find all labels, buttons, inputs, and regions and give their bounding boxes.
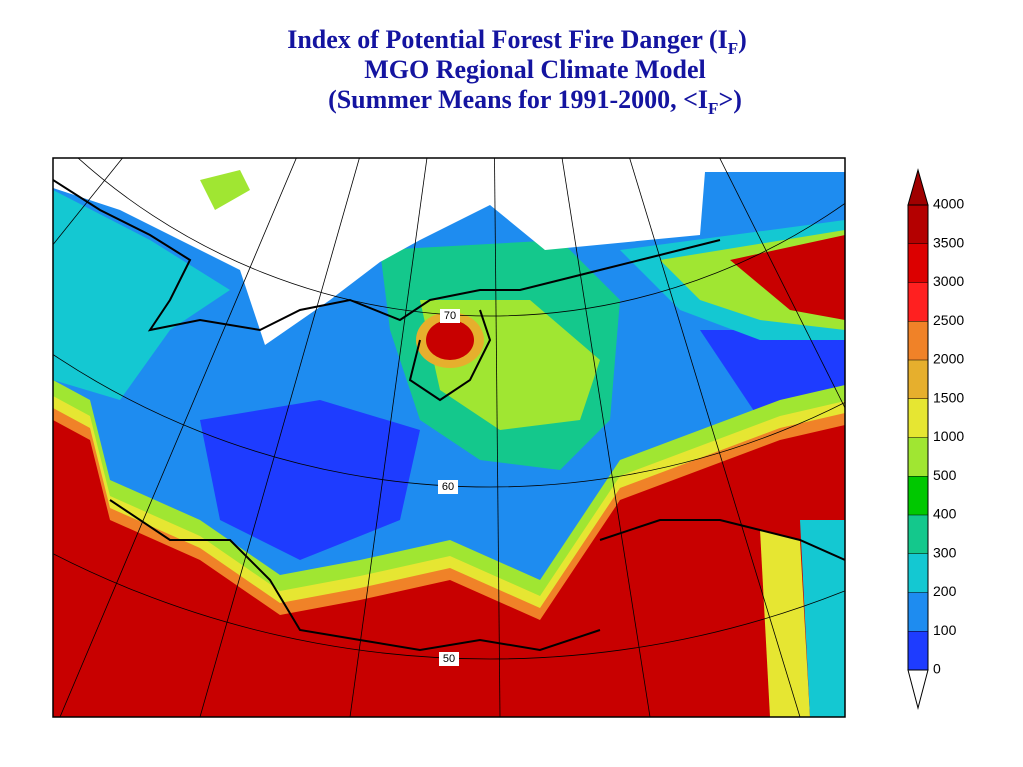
title-line-3: (Summer Means for 1991-2000, <IF>) bbox=[328, 85, 742, 118]
colorbar-label: 0 bbox=[933, 661, 941, 677]
colorbar-label: 4000 bbox=[933, 196, 964, 212]
parallel-label: 70 bbox=[444, 310, 456, 322]
colorbar-bin bbox=[908, 515, 928, 554]
colorbar-bin bbox=[908, 360, 928, 399]
colorbar-label: 100 bbox=[933, 622, 957, 638]
graticule bbox=[53, 158, 845, 717]
colorbar-label: 300 bbox=[933, 544, 957, 560]
field-region bbox=[760, 530, 810, 717]
south-hot-zone bbox=[53, 380, 845, 717]
colorbar-label: 1500 bbox=[933, 389, 964, 405]
label-box bbox=[438, 480, 458, 494]
colorbar-bin bbox=[908, 243, 928, 283]
colorbar-bin bbox=[908, 592, 928, 632]
colorbar-bin bbox=[908, 205, 928, 244]
colorbar-bin bbox=[908, 437, 928, 477]
label-box bbox=[439, 652, 459, 666]
colorbar-label: 500 bbox=[933, 467, 957, 483]
field-region bbox=[200, 170, 250, 210]
colorbar-label: 200 bbox=[933, 583, 957, 599]
title-text: ) bbox=[738, 25, 747, 54]
arctic-ocean bbox=[53, 158, 845, 345]
title-subscript: F bbox=[728, 39, 738, 58]
title-line-2: MGO Regional Climate Model bbox=[364, 55, 706, 84]
colorbar-label: 2000 bbox=[933, 351, 964, 367]
field-region bbox=[426, 320, 474, 360]
title-text: Index of Potential Forest Fire Danger (I bbox=[287, 25, 728, 54]
map-field bbox=[53, 158, 845, 717]
field-region bbox=[53, 190, 230, 400]
colorbar-bin bbox=[908, 398, 928, 438]
colorbar-label: 1000 bbox=[933, 428, 964, 444]
parallel-label: 50 bbox=[443, 653, 455, 665]
colorbar-over bbox=[907, 168, 929, 206]
colorbar-label: 2500 bbox=[933, 312, 964, 328]
title-text: >) bbox=[718, 85, 741, 114]
label-box bbox=[440, 309, 460, 323]
colorbar-bin bbox=[908, 476, 928, 515]
field-region bbox=[53, 420, 845, 717]
parallel-label: 60 bbox=[442, 481, 454, 493]
field-region bbox=[200, 400, 420, 560]
colorbar-bin bbox=[908, 282, 928, 322]
colorbar-under bbox=[907, 669, 929, 710]
field-region bbox=[730, 235, 845, 320]
title-text: (Summer Means for 1991-2000, <I bbox=[328, 85, 708, 114]
title-line-1: Index of Potential Forest Fire Danger (I… bbox=[287, 25, 747, 58]
colorbar-label: 3500 bbox=[933, 234, 964, 250]
colorbar-bin bbox=[908, 321, 928, 360]
colorbar-label: 400 bbox=[933, 506, 957, 522]
map-frame bbox=[52, 157, 846, 718]
colorbar: 0 100 200 300 400 500 1000 1500 2000 2500 3000 3500… bbox=[907, 168, 964, 710]
colorbar-bin bbox=[908, 553, 928, 593]
colorbar-label: 3000 bbox=[933, 273, 964, 289]
colorbar-bin bbox=[908, 631, 928, 670]
parallel-labels: 70 60 50 bbox=[438, 309, 460, 666]
title-subscript: F bbox=[708, 99, 718, 118]
field-region bbox=[800, 520, 845, 717]
